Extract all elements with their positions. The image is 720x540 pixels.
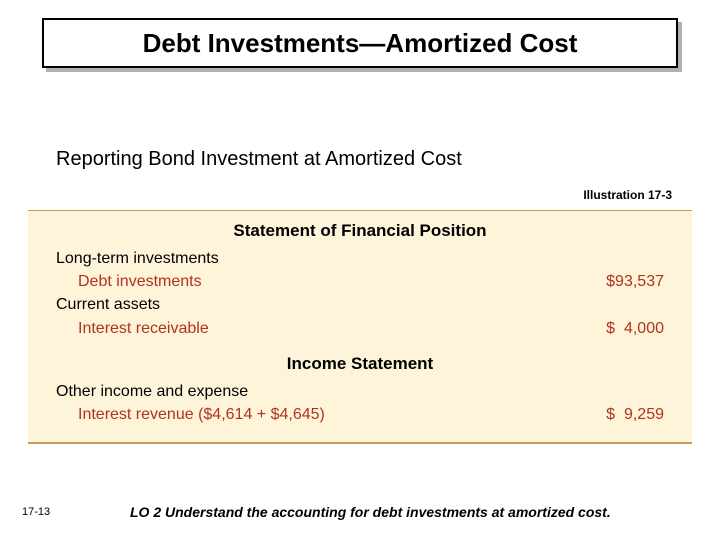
- row-other-income: Other income and expense: [56, 380, 664, 403]
- row-value: $93,537: [606, 270, 664, 293]
- row-label: Interest revenue ($4,614 + $4,645): [78, 403, 325, 426]
- row-value: $ 9,259: [606, 403, 664, 426]
- subheading: Reporting Bond Investment at Amortized C…: [56, 148, 462, 171]
- row-label: Interest receivable: [78, 317, 209, 340]
- statement-panel: Statement of Financial Position Long-ter…: [28, 210, 692, 444]
- row-interest-revenue: Interest revenue ($4,614 + $4,645) $ 9,2…: [56, 403, 664, 426]
- slide: Debt Investments—Amortized Cost Reportin…: [0, 0, 720, 540]
- learning-objective: LO 2 Understand the accounting for debt …: [130, 504, 700, 520]
- illustration-label: Illustration 17-3: [583, 188, 672, 202]
- panel-heading-2: Income Statement: [56, 354, 664, 374]
- row-value: $ 4,000: [606, 317, 664, 340]
- row-label: Long-term investments: [56, 247, 219, 270]
- panel-heading-1: Statement of Financial Position: [56, 221, 664, 241]
- row-interest-receivable: Interest receivable $ 4,000: [56, 317, 664, 340]
- row-debt-investments: Debt investments $93,537: [56, 270, 664, 293]
- row-longterm: Long-term investments: [56, 247, 664, 270]
- title-box: Debt Investments—Amortized Cost: [42, 18, 678, 68]
- page-number: 17-13: [22, 506, 50, 518]
- row-label: Other income and expense: [56, 380, 248, 403]
- row-label: Debt investments: [78, 270, 202, 293]
- row-label: Current assets: [56, 293, 160, 316]
- title-container: Debt Investments—Amortized Cost: [42, 18, 678, 68]
- row-current-assets: Current assets: [56, 293, 664, 316]
- slide-title: Debt Investments—Amortized Cost: [143, 28, 578, 59]
